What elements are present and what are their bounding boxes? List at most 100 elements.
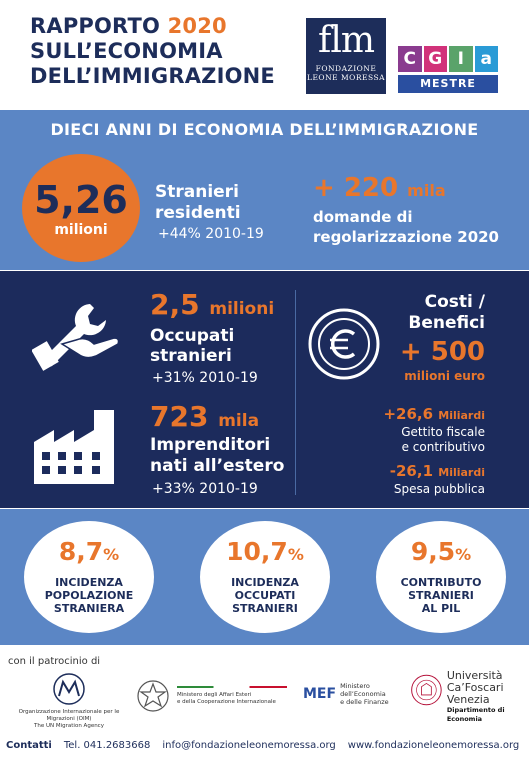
entrepreneurs-label-line1: Imprenditori: [150, 435, 271, 455]
indicator-employed-line3: STRANIERI: [232, 602, 298, 615]
contacts-email[interactable]: info@fondazioneleonemoressa.org: [162, 740, 336, 751]
spending-label: Spesa pubblica: [393, 482, 485, 496]
indicator-gdp-line3: AL PIL: [421, 602, 461, 615]
indicator-gdp-line1: CONTRIBUTO: [400, 576, 482, 589]
section-divider: [295, 290, 296, 495]
flm-logo-letters: flm: [318, 20, 375, 61]
applications-number: + 220: [313, 173, 399, 203]
cgia-letter-a: a: [474, 46, 498, 72]
cgia-logo: C G I a MESTRE: [398, 46, 498, 94]
costs-benefits-unit: milioni euro: [404, 369, 485, 383]
indicator-employed: 10,7% INCIDENZA OCCUPATI STRANIERI: [200, 521, 330, 633]
fiscal-label-line2: e contributivo: [401, 440, 485, 454]
euro-coin-icon: [308, 308, 380, 380]
title-line3: DELL’IMMIGRAZIONE: [30, 64, 275, 88]
contacts-website[interactable]: www.fondazioneleonemoressa.org: [347, 740, 520, 751]
spending-number: -26,1: [389, 462, 434, 480]
costs-benefits-title: Costi / Benefici: [385, 292, 485, 334]
italian-emblem-icon: [137, 680, 169, 712]
mef-letters: MEF: [303, 685, 337, 702]
residents-growth: +44% 2010-19: [158, 226, 264, 242]
indicator-population-line2: POPOLAZIONE: [44, 589, 134, 602]
fiscal-value: +26,6 Miliardi: [330, 405, 485, 423]
contacts-label: Contatti: [6, 740, 52, 751]
mef-line2: dell’Economia: [340, 690, 386, 698]
indicator-gdp-line2: STRANIERI: [408, 589, 474, 602]
maeci-logo: Ministero degli Affari Esteri e della Co…: [135, 676, 295, 716]
indicator-population-unit: %: [103, 545, 120, 564]
cgia-letter-i: I: [449, 46, 473, 72]
applications-unit: mila: [407, 181, 446, 200]
residents-label-line2: residenti: [155, 203, 241, 223]
factory-icon: [34, 410, 114, 484]
applications-value: + 220 mila: [313, 173, 446, 203]
entrepreneurs-label: Imprenditori nati all’estero: [150, 435, 284, 477]
indicator-population-value: 8,7: [58, 537, 104, 566]
employed-unit: milioni: [209, 299, 275, 319]
oim-line2: The UN Migration Agency: [34, 723, 104, 729]
indicator-population: 8,7% INCIDENZA POPOLAZIONE STRANIERA: [24, 521, 154, 633]
title-line1: RAPPORTO: [30, 14, 168, 38]
indicator-gdp: 9,5% CONTRIBUTO STRANIERI AL PIL: [376, 521, 506, 633]
employed-value: 2,5 milioni: [150, 288, 274, 321]
costs-benefits-title-line2: Benefici: [408, 313, 485, 333]
contacts-phone[interactable]: Tel. 041.2683668: [63, 740, 151, 751]
oim-emblem-icon: [53, 673, 85, 705]
employed-label: Occupati stranieri: [150, 326, 234, 366]
maeci-line2: e della Cooperazione Internazionale: [177, 699, 276, 705]
applications-label-line2: regolarizzazione 2020: [313, 228, 499, 246]
fiscal-unit: Miliardi: [438, 409, 485, 422]
cgia-mestre: MESTRE: [398, 75, 498, 93]
employed-label-line2: stranieri: [150, 346, 232, 366]
indicator-employed-unit: %: [287, 545, 304, 564]
indicator-employed-line1: INCIDENZA: [231, 576, 299, 589]
contacts-bar: Contatti Tel. 041.2683668 info@fondazion…: [6, 740, 526, 751]
entrepreneurs-value: 723 mila: [150, 400, 259, 433]
indicator-gdp-value: 9,5: [410, 537, 456, 566]
residents-unit: milioni: [54, 222, 108, 238]
section-title: DIECI ANNI DI ECONOMIA DELL’IMMIGRAZIONE: [50, 120, 479, 139]
entrepreneurs-number: 723: [150, 400, 209, 433]
unive-line4: Dipartimento di Economia: [446, 706, 505, 723]
entrepreneurs-unit: mila: [218, 411, 260, 431]
mef-line1: Ministero: [340, 682, 370, 690]
oim-logo: Organizzazione Internazionale per le Mig…: [4, 672, 134, 730]
spending-unit: Miliardi: [438, 466, 485, 479]
employed-label-line1: Occupati: [150, 326, 235, 346]
costs-benefits-title-line1: Costi /: [424, 292, 485, 312]
unive-line3: Venezia: [446, 693, 490, 706]
flm-logo-line2: LEONE MORESSA: [306, 73, 386, 82]
wrench-hand-icon: [32, 304, 120, 371]
title-year: 2020: [167, 14, 227, 38]
residents-label-line1: Stranieri: [155, 182, 239, 202]
applications-label-line1: domande di: [313, 208, 413, 226]
maeci-line1: Ministero degli Affari Esteri: [177, 692, 252, 698]
indicator-employed-value: 10,7: [226, 537, 288, 566]
residents-value: 5,26: [34, 178, 128, 222]
unive-logo: Università Ca’Foscari Venezia Dipartimen…: [410, 670, 525, 724]
spending-value: -26,1 Miliardi: [330, 462, 485, 480]
cgia-letter-c: C: [398, 46, 422, 72]
mef-line3: e delle Finanze: [340, 698, 389, 706]
costs-benefits-value: + 500: [399, 337, 485, 367]
report-title: RAPPORTO 2020 SULL’ECONOMIA DELL’IMMIGRA…: [30, 14, 290, 89]
oim-line1: Organizzazione Internazionale per le Mig…: [18, 709, 120, 722]
fiscal-label: Gettito fiscale e contributivo: [330, 425, 485, 455]
flm-logo-line1: FONDAZIONE: [315, 64, 377, 73]
employed-growth: +31% 2010-19: [152, 370, 258, 386]
cgia-letter-g: G: [423, 46, 447, 72]
applications-label: domande di regolarizzazione 2020: [313, 207, 499, 247]
fiscal-label-line1: Gettito fiscale: [401, 425, 485, 439]
employed-number: 2,5: [150, 288, 200, 321]
entrepreneurs-label-line2: nati all’estero: [150, 456, 285, 476]
indicator-gdp-unit: %: [455, 545, 472, 564]
entrepreneurs-growth: +33% 2010-19: [152, 481, 258, 497]
patronage-label: con il patrocinio di: [8, 656, 101, 667]
unive-line2: Ca’Foscari: [446, 681, 504, 694]
fiscal-number: +26,6: [383, 405, 434, 423]
indicator-population-line3: STRANIERA: [53, 602, 125, 615]
unive-line1: Università: [446, 669, 503, 682]
residents-circle: 5,26 milioni: [22, 154, 140, 262]
indicator-employed-line2: OCCUPATI: [234, 589, 296, 602]
flm-logo: flm FONDAZIONE LEONE MORESSA: [306, 18, 386, 94]
